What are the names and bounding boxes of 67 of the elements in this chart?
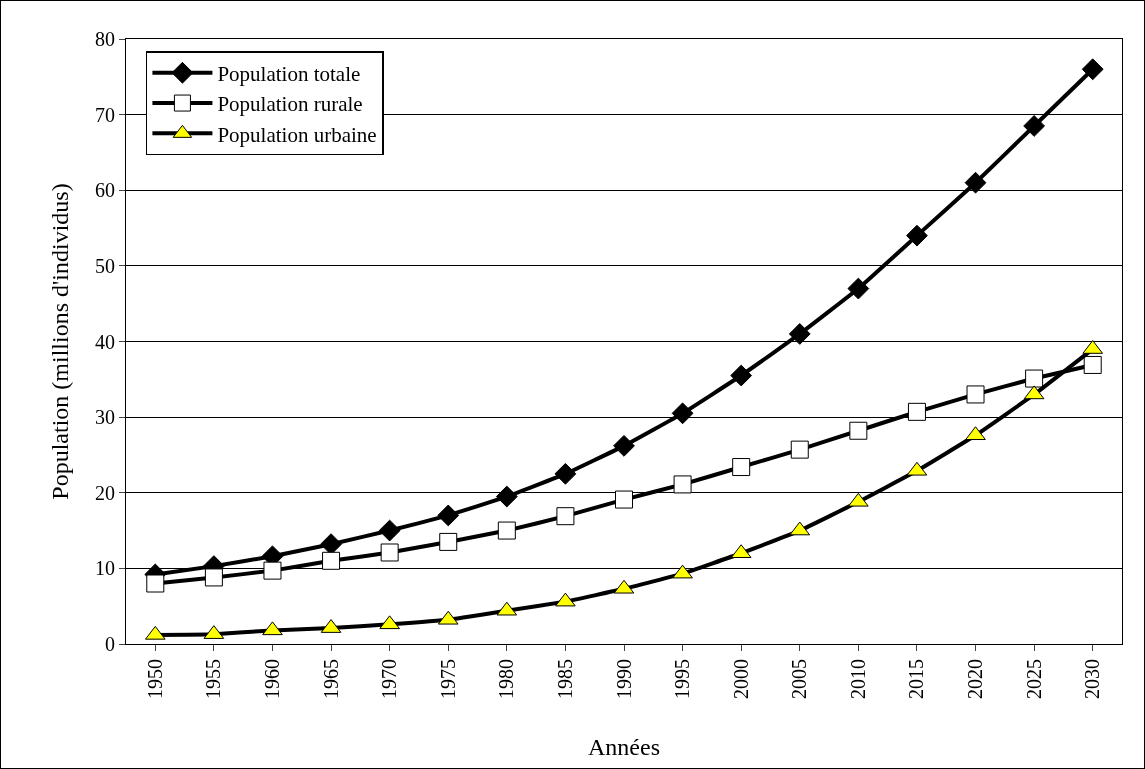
x-tick-label: 2025 — [1022, 659, 1045, 699]
point — [556, 507, 575, 526]
point — [732, 458, 751, 477]
point — [322, 551, 341, 570]
point — [966, 385, 985, 404]
x-tick-label: 1990 — [612, 659, 635, 699]
y-tick-label: 50 — [95, 254, 115, 277]
point — [615, 490, 633, 509]
point — [146, 574, 165, 593]
point — [730, 364, 753, 387]
point — [907, 402, 926, 421]
point — [1083, 355, 1102, 374]
point — [671, 402, 694, 425]
x-tick-label: 2010 — [846, 659, 869, 699]
x-tick-label: 1950 — [143, 659, 166, 699]
point — [439, 532, 458, 551]
x-axis-title: Années — [588, 734, 660, 761]
x-tick-label: 2005 — [788, 659, 811, 699]
y-tick-label: 80 — [95, 28, 115, 50]
point — [495, 485, 518, 508]
point — [379, 615, 400, 630]
point — [906, 224, 928, 247]
y-tick-label: 40 — [95, 330, 115, 353]
point — [964, 171, 987, 194]
y-tick-label: 60 — [95, 179, 115, 202]
point — [788, 323, 811, 345]
x-tick-label: 1955 — [202, 659, 225, 699]
point — [262, 621, 283, 636]
legend-label: Population urbaine — [217, 122, 377, 147]
point — [673, 475, 692, 494]
point — [378, 519, 401, 542]
x-tick-label: 1965 — [319, 659, 342, 699]
legend-label: Population rurale — [217, 92, 363, 117]
point — [1023, 115, 1046, 137]
x-tick-label: 2020 — [964, 659, 987, 699]
point — [380, 543, 399, 562]
x-tick-label: 2015 — [905, 659, 928, 699]
y-tick-label: 30 — [95, 406, 115, 429]
point — [497, 521, 516, 540]
legend-label: Population totale — [217, 61, 361, 86]
point — [672, 564, 693, 579]
x-tick-label: 1960 — [260, 659, 283, 699]
x-tick-label: 1975 — [436, 659, 459, 699]
point — [554, 462, 577, 485]
y-tick-label: 70 — [95, 103, 115, 126]
x-tick-label: 1995 — [671, 659, 694, 699]
point — [790, 440, 809, 459]
y-axis-title: Population (millions d'individus) — [47, 183, 73, 500]
x-tick-label: 1985 — [553, 659, 576, 699]
x-tick-label: 1970 — [378, 659, 401, 699]
point — [204, 568, 223, 587]
point — [555, 592, 576, 607]
point — [1025, 369, 1044, 388]
x-tick-label: 2030 — [1081, 659, 1104, 699]
point — [437, 504, 460, 527]
point — [848, 492, 869, 507]
point — [1081, 58, 1104, 81]
point — [263, 561, 282, 580]
y-tick-label: 10 — [95, 557, 115, 580]
x-tick-label: 2000 — [729, 659, 752, 699]
y-tick-label: 0 — [105, 633, 115, 655]
point — [613, 434, 635, 457]
point — [849, 421, 868, 440]
y-tick-label: 20 — [95, 481, 115, 504]
point — [847, 277, 870, 300]
x-tick-label: 1980 — [495, 659, 518, 699]
point — [965, 426, 986, 441]
